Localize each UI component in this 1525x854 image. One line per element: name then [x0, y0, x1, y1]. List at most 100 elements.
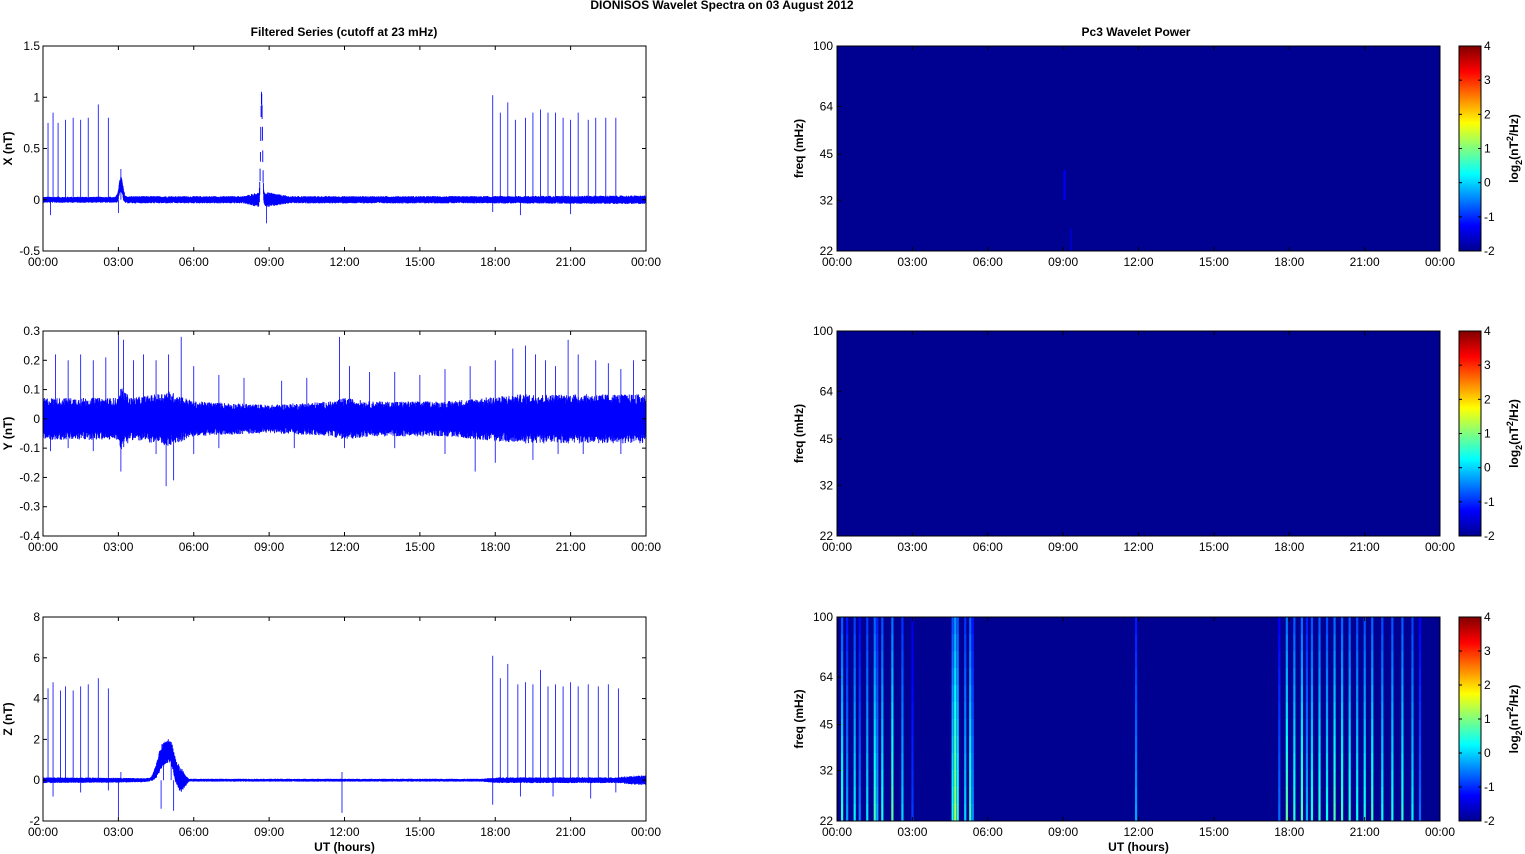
heatmap-streak — [954, 736, 957, 754]
heatmap-streak — [881, 617, 884, 635]
colorbar-tick-label: -1 — [1484, 210, 1495, 224]
heatmap-streak — [1371, 770, 1374, 788]
heatmap-streak — [1381, 719, 1384, 737]
heatmap-streak — [1318, 804, 1321, 822]
heatmap-streak — [1278, 804, 1281, 822]
heatmap-streak — [1305, 617, 1309, 635]
heatmap-streak — [971, 787, 974, 805]
colorbar-gradient — [1458, 45, 1482, 252]
heatmap-streak — [969, 685, 972, 703]
heatmap-streak — [1305, 736, 1309, 754]
heatmap-streak — [1293, 787, 1296, 805]
heatmap-streak — [1411, 804, 1414, 822]
heatmap-streak — [1293, 651, 1296, 669]
colorbar: 4 3 2 1 0 -1 -2 log2(nT2/Hz) — [1458, 610, 1524, 828]
y-tick-label: 100 — [813, 39, 833, 53]
heatmap-streak — [858, 617, 861, 635]
y-tick-label: 64 — [820, 384, 834, 398]
x-tick-label: 06:00 — [179, 255, 209, 269]
heatmap-streak — [1391, 753, 1394, 771]
y-tick-label: 45 — [820, 147, 834, 161]
x-tick-label: 12:00 — [329, 825, 359, 839]
heatmap-streak — [1285, 753, 1288, 771]
heatmap-streak — [1300, 702, 1304, 720]
heatmap-streak — [901, 804, 904, 822]
x-tick-label: 09:00 — [254, 825, 284, 839]
heatmap-streak — [858, 753, 861, 771]
x-tick-label: 21:00 — [1350, 255, 1380, 269]
heatmap-streak — [1401, 668, 1404, 686]
heatmap-streak — [1418, 651, 1422, 669]
y-tick-label: 32 — [820, 478, 834, 492]
heatmap-streak — [881, 770, 884, 788]
heatmap-streak — [1391, 719, 1394, 737]
heatmap-streak — [841, 804, 844, 822]
heatmap-streak — [891, 719, 894, 737]
x-tick-label: 06:00 — [179, 825, 209, 839]
heatmap-hotspot — [1063, 170, 1066, 201]
heatmap-streak — [951, 719, 954, 737]
heatmap-streak — [1278, 685, 1281, 703]
colorbar-tick-label: 3 — [1484, 644, 1491, 658]
heatmap-streak — [876, 651, 879, 669]
heatmap-streak — [1300, 770, 1304, 788]
x-tick-label: 03:00 — [103, 255, 133, 269]
x-tick-label: 12:00 — [1123, 825, 1153, 839]
x-tick-label: 15:00 — [1199, 255, 1229, 269]
heatmap-streak — [853, 702, 856, 720]
heatmap-streak — [911, 770, 914, 788]
heatmap-streak — [1381, 634, 1384, 652]
heatmap-streak — [1411, 702, 1414, 720]
heatmap-streak — [866, 651, 869, 669]
heatmap-streak — [1278, 736, 1281, 754]
heatmap-streak — [841, 736, 844, 754]
heatmap-streak — [1310, 770, 1314, 788]
heatmap-streak — [954, 651, 957, 669]
heatmap-streak — [1278, 668, 1281, 686]
heatmap-streak — [964, 668, 967, 686]
heatmap-streak — [866, 685, 869, 703]
heatmap-streak — [866, 702, 869, 720]
colorbar-tick-label: 4 — [1484, 610, 1491, 624]
x-tick-label: 09:00 — [1048, 255, 1078, 269]
x-axis-label: UT (hours) — [1108, 840, 1169, 854]
heatmap-streak — [841, 753, 844, 771]
colorbar-tick-label: -1 — [1484, 780, 1495, 794]
heatmap-streak — [1305, 702, 1309, 720]
heatmap-streak — [1325, 668, 1329, 686]
heatmap-streak — [1381, 787, 1384, 805]
heatmap-streak — [971, 753, 974, 771]
x-tick-label: 12:00 — [1123, 255, 1153, 269]
heatmap-streak — [1418, 634, 1422, 652]
heatmap-streak — [1278, 719, 1281, 737]
heatmap-streak — [1341, 651, 1344, 669]
heatmap-streak — [1411, 685, 1414, 703]
heatmap-streak — [1341, 668, 1344, 686]
heatmap-streak — [1293, 668, 1296, 686]
heatmap-streak — [901, 702, 904, 720]
heatmap-streak — [891, 617, 894, 635]
heatmap-streak — [1356, 702, 1359, 720]
heatmap-background — [837, 617, 1440, 821]
x-tick-label: 21:00 — [556, 540, 586, 554]
colorbar: 4 3 2 1 0 -1 -2 log2(nT2/Hz) — [1458, 39, 1524, 258]
heatmap-streak — [1401, 787, 1404, 805]
heatmap-streak — [891, 651, 894, 669]
figure-title: DIONISOS Wavelet Spectra on 03 August 20… — [590, 0, 854, 12]
heatmap-streak — [1381, 685, 1384, 703]
heatmap-streak — [969, 804, 972, 822]
series-group — [43, 331, 646, 487]
heatmap-streak — [901, 736, 904, 754]
heatmap-streak — [846, 702, 849, 720]
y-tick-label: 0 — [33, 193, 40, 207]
heatmap-streak — [1356, 617, 1359, 635]
heatmap-streak — [1285, 770, 1288, 788]
colorbar-label: log2(nT2/Hz) — [1505, 399, 1524, 468]
heatmap-streak — [1363, 617, 1366, 635]
heatmap-streak — [954, 787, 957, 805]
heatmap-streak — [858, 736, 861, 754]
heatmap-streak — [1356, 719, 1359, 737]
heatmap-streak — [969, 787, 972, 805]
